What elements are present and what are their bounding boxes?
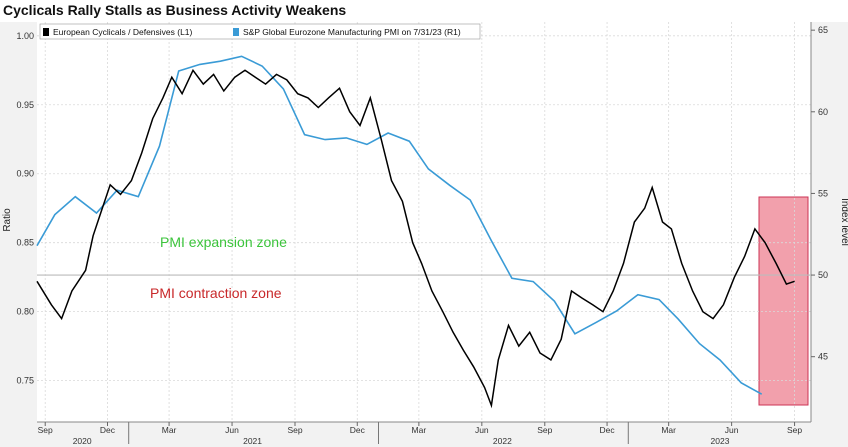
legend-swatch-pmi bbox=[233, 28, 239, 36]
ratio-series-line bbox=[36, 68, 795, 409]
left-tick-label: 0.80 bbox=[16, 307, 34, 317]
right-tick-label: 45 bbox=[818, 352, 828, 362]
left-tick-label: 1.00 bbox=[16, 31, 34, 41]
legend-label-ratio: European Cyclicals / Defensives (L1) bbox=[53, 27, 193, 37]
right-tick-label: 50 bbox=[818, 270, 828, 280]
x-tick-label: Mar bbox=[162, 425, 177, 435]
x-tick-label: Jun bbox=[725, 425, 739, 435]
axes: 1.00 0.95 0.90 0.85 0.80 0.75 65 60 55 50 45 Sep Dec… bbox=[16, 22, 828, 446]
x-tick-label: Sep bbox=[537, 425, 552, 435]
x-year-label: 2021 bbox=[243, 436, 262, 446]
x-tick-label: Sep bbox=[787, 425, 802, 435]
x-tick-label: Mar bbox=[661, 425, 676, 435]
right-tick-label: 60 bbox=[818, 107, 828, 117]
x-tick-label: Jun bbox=[225, 425, 239, 435]
legend-swatch-ratio bbox=[43, 28, 49, 36]
x-tick-label: Dec bbox=[100, 425, 116, 435]
contraction-zone-annotation: PMI contraction zone bbox=[150, 285, 282, 301]
right-tick-label: 55 bbox=[818, 188, 828, 198]
left-tick-label: 0.75 bbox=[16, 376, 34, 386]
left-tick-label: 0.95 bbox=[16, 100, 34, 110]
x-tick-label: Sep bbox=[38, 425, 53, 435]
x-year-label: 2020 bbox=[73, 436, 92, 446]
x-tick-label: Dec bbox=[600, 425, 616, 435]
plot-area bbox=[37, 22, 811, 422]
chart-title: Cyclicals Rally Stalls as Business Activ… bbox=[3, 2, 347, 18]
left-tick-label: 0.85 bbox=[16, 238, 34, 248]
x-year-label: 2022 bbox=[493, 436, 512, 446]
expansion-zone-annotation: PMI expansion zone bbox=[160, 234, 287, 250]
header-bar: Cyclicals Rally Stalls as Business Activ… bbox=[0, 0, 848, 22]
legend: European Cyclicals / Defensives (L1) S&P… bbox=[39, 23, 481, 40]
x-tick-label: Dec bbox=[350, 425, 366, 435]
grid bbox=[37, 22, 811, 422]
right-tick-label: 65 bbox=[818, 25, 828, 35]
left-tick-label: 0.90 bbox=[16, 169, 34, 179]
pmi-series-line bbox=[36, 55, 763, 395]
x-tick-label: Mar bbox=[412, 425, 427, 435]
x-tick-label: Sep bbox=[287, 425, 302, 435]
recent-period-highlight bbox=[758, 196, 809, 406]
x-year-label: 2023 bbox=[711, 436, 730, 446]
left-axis-label: Ratio bbox=[2, 208, 13, 232]
right-axis-label: Index level bbox=[839, 198, 848, 246]
legend-label-pmi: S&P Global Eurozone Manufacturing PMI on… bbox=[243, 27, 461, 37]
x-tick-label: Jun bbox=[475, 425, 489, 435]
